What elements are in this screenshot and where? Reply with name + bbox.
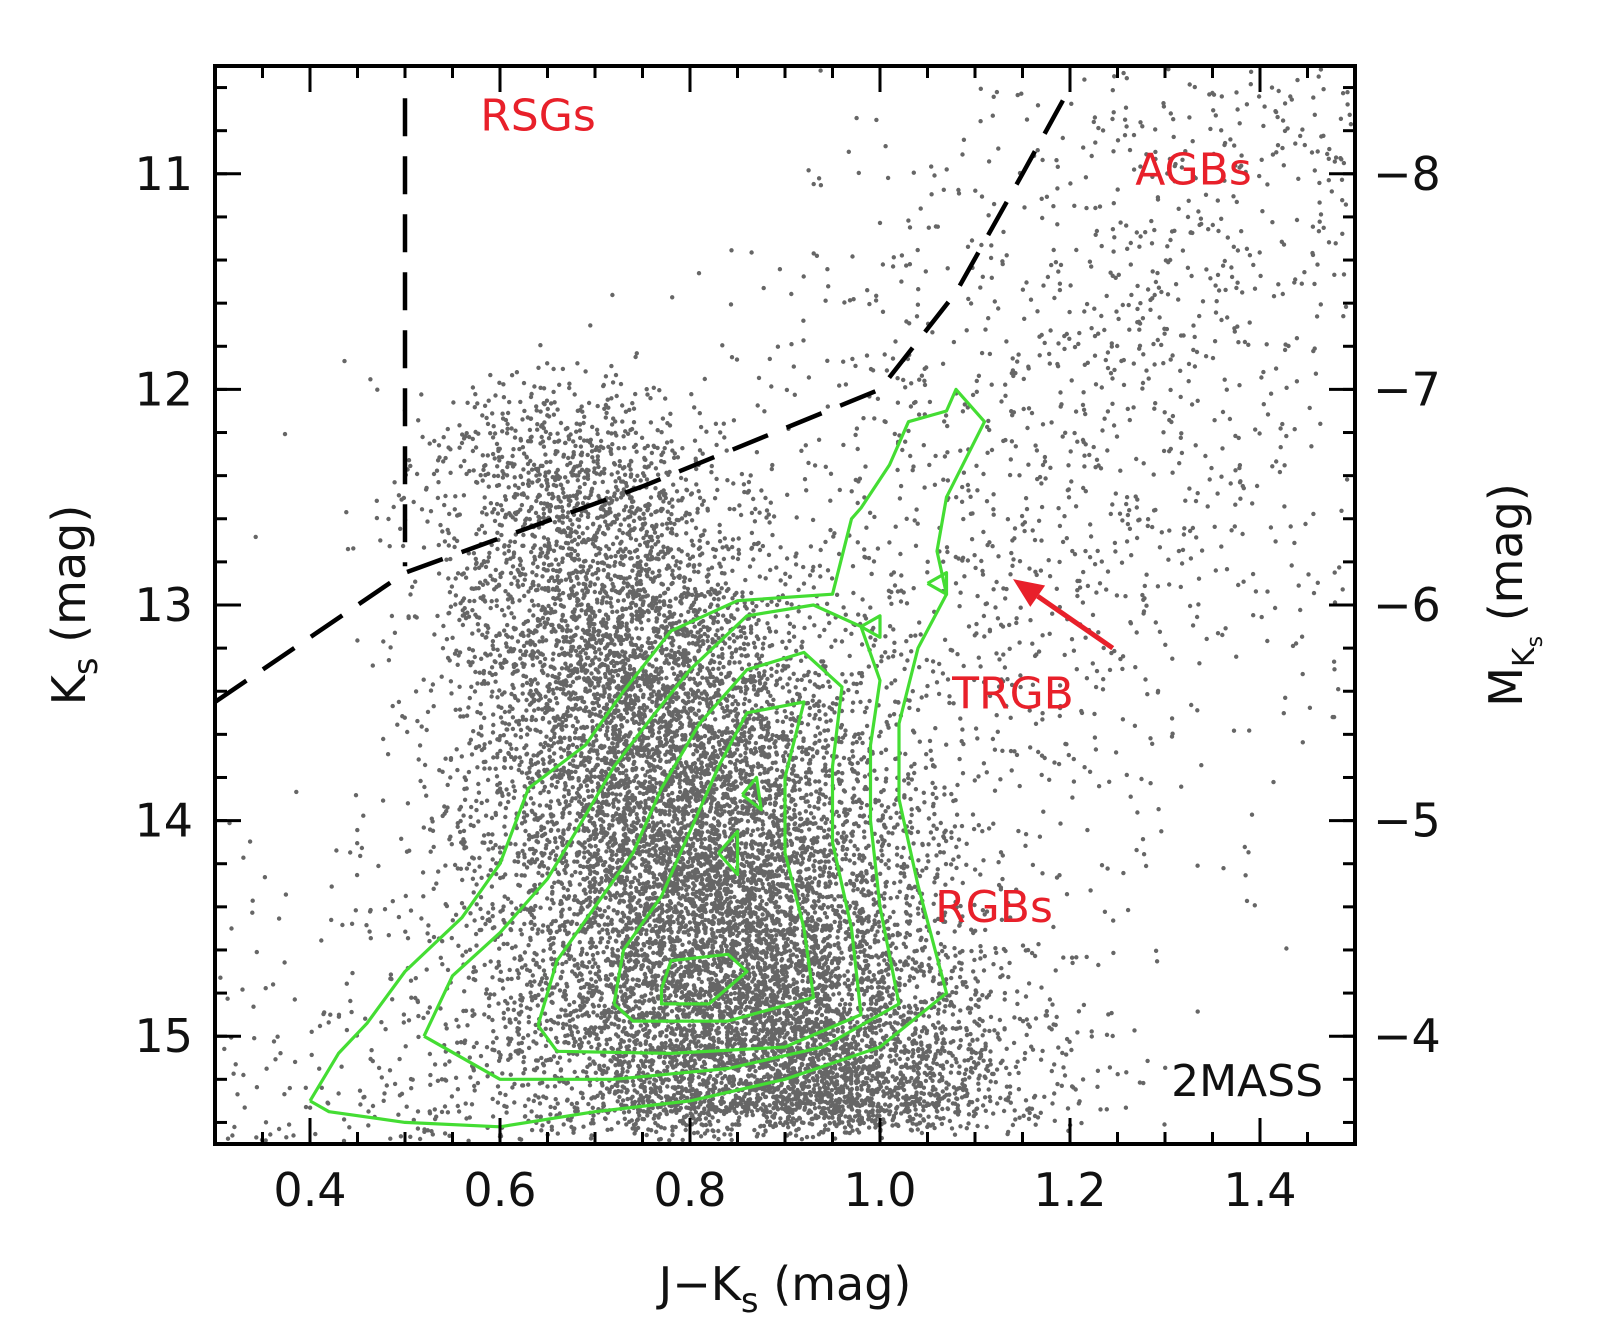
- contour-level-5-7: [860, 614, 882, 639]
- label-trgb: TRGB: [951, 668, 1074, 719]
- y-right-tick-label: −4: [1373, 1009, 1441, 1063]
- x-axis-title-main: J−K: [656, 1257, 743, 1311]
- star-points: [218, 66, 1354, 1144]
- boundary-lines: [213, 86, 1072, 704]
- annotations: RSGs AGBs TRGB RGBs 2MASS: [480, 91, 1323, 1107]
- x-tick-label: 1.2: [1033, 1163, 1106, 1217]
- y-axis-left-main: K: [42, 673, 96, 705]
- y-axis-right-sub: K: [1507, 646, 1542, 667]
- x-tick-label: 0.8: [653, 1163, 726, 1217]
- x-axis-title-unit: (mag): [759, 1257, 912, 1311]
- contour-level-5-4: [659, 952, 749, 1006]
- x-tick-label: 0.4: [273, 1163, 346, 1217]
- contour-level-1-0: [308, 387, 987, 1129]
- density-contours: [308, 387, 987, 1129]
- y-right-tick-label: −7: [1373, 362, 1441, 416]
- trgb-arrow: [1036, 594, 1115, 651]
- contour-level-3-2: [536, 650, 863, 1056]
- y-right-tick-label: −8: [1373, 147, 1441, 201]
- label-rgbs: RGBs: [935, 882, 1053, 933]
- scatter-points: [218, 66, 1354, 1144]
- y-axis-right-unit: (mag): [1479, 483, 1533, 636]
- y-axis-right-subsub: s: [1523, 636, 1548, 647]
- label-agbs: AGBs: [1135, 145, 1252, 196]
- y-left-tick-label: 13: [134, 578, 193, 632]
- contour-level-4-3: [612, 700, 816, 1023]
- y-left-tick-label: 11: [134, 147, 193, 201]
- y-left-tick-label: 12: [134, 362, 193, 416]
- x-tick-label: 0.6: [463, 1163, 536, 1217]
- contour-level-5-5: [717, 829, 740, 877]
- x-axis-title-sub: s: [741, 1281, 759, 1321]
- y-axis-title-right: MKs (mag): [1479, 483, 1548, 707]
- y-right-tick-label: −6: [1373, 578, 1441, 632]
- y-axis-left-sub: s: [66, 657, 106, 675]
- y-axis-right-main: M: [1479, 667, 1533, 707]
- y-right-tick-label: −5: [1373, 794, 1441, 848]
- y-left-tick-label: 15: [134, 1009, 193, 1063]
- contour-level-5-8: [926, 571, 949, 596]
- axis-ticks: 0.4 0.6 0.8 1.0 1.2 1.4 11 12 13 14 15 −8 −7 −6 −5 −4: [134, 66, 1441, 1217]
- survey-label-2mass: 2MASS: [1171, 1056, 1323, 1107]
- y-left-tick-label: 14: [134, 794, 193, 848]
- contour-level-5-6: [741, 775, 763, 812]
- x-tick-label: 1.0: [843, 1163, 916, 1217]
- y-axis-title-left: Ks (mag): [42, 505, 106, 706]
- trgb-arrowhead: [1013, 579, 1046, 607]
- boundary-line-1: [213, 86, 1072, 704]
- y-axis-left-unit: (mag): [42, 505, 96, 658]
- x-tick-label: 1.4: [1223, 1163, 1296, 1217]
- label-rsgs: RSGs: [480, 91, 596, 142]
- x-axis-title: J−Ks (mag): [656, 1257, 912, 1321]
